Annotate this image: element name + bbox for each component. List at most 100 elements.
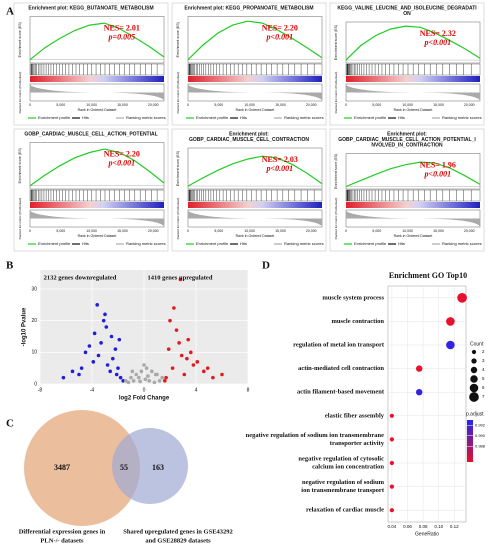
dot xyxy=(389,437,394,442)
venn-label: Shared upregulated genes in GSE43292 xyxy=(123,528,233,535)
gsea-x-tick: 20,000 xyxy=(464,229,475,233)
x-tick-label: 4 xyxy=(195,387,198,393)
es-label: Enrichment score (ES) xyxy=(18,148,22,183)
dot xyxy=(446,317,455,326)
gsea-title: Enrichment plot: xyxy=(387,131,427,137)
hits-frame xyxy=(187,63,323,76)
gsea-title: GOBP_CARDIAC_MUSCLE_CELL_ACTION_POTENTIA… xyxy=(24,131,157,137)
legend-label: Enrichment profile xyxy=(38,241,71,246)
gsea-x-tick: 15,000 xyxy=(275,103,286,107)
es-frame xyxy=(187,147,323,190)
nes: NES= 2.03 xyxy=(262,155,298,164)
metric-label: Ranked list metric (PreRanked) xyxy=(18,72,22,114)
gsea-title: Enrichment plot: KEGG_PROPANOATE_METABOL… xyxy=(184,5,313,11)
es-curve xyxy=(187,20,323,61)
category-label: muscle system process xyxy=(322,294,384,301)
point xyxy=(108,369,112,374)
point xyxy=(186,337,190,342)
category-label: elastic fiber assembly xyxy=(325,412,385,419)
point xyxy=(91,360,96,364)
legend-label: Ranking metric scores xyxy=(126,115,166,120)
legend-label: Hits xyxy=(82,115,89,120)
p-value: p=0.005 xyxy=(108,32,136,41)
hits-frame xyxy=(29,189,165,202)
rank-bar xyxy=(188,76,322,82)
size-legend-label: 5 xyxy=(482,376,485,381)
category-label: ion transmembrane transport xyxy=(301,487,385,494)
point xyxy=(179,353,184,358)
x-axis-label: GeneRatio xyxy=(415,531,439,537)
point xyxy=(147,379,151,383)
point xyxy=(137,375,141,380)
x-tick-label: -8 xyxy=(38,387,43,393)
metric-label: Ranked list metric (PreRanked) xyxy=(334,72,338,114)
y-tick-label: 30 xyxy=(31,286,37,292)
x-tick-label: 0.08 xyxy=(419,524,428,529)
gsea-x-tick: 0 xyxy=(345,103,347,107)
gsea-x-tick: 5,000 xyxy=(56,229,65,233)
es-frame xyxy=(29,142,165,190)
size-legend-dot xyxy=(471,358,477,364)
rank-bar xyxy=(346,76,480,82)
gsea-x-tick: 10,000 xyxy=(402,229,413,233)
gsea-x-tick: 5,000 xyxy=(372,103,381,107)
venn-set xyxy=(24,410,140,526)
x-tick-label: 0 xyxy=(143,387,146,393)
x-tick-label: -4 xyxy=(90,387,95,393)
legend-label: Ranking metric scores xyxy=(442,241,482,246)
es-curve xyxy=(345,161,481,188)
point xyxy=(83,350,88,355)
annotation: 1410 genes upregulated xyxy=(148,274,213,281)
legend-label: Ranking metric scores xyxy=(284,241,324,246)
es-curve xyxy=(29,22,165,61)
point xyxy=(195,360,200,364)
gsea-x-tick: 20,000 xyxy=(306,103,317,107)
panel-label: C xyxy=(6,418,14,430)
rank-bar xyxy=(30,202,164,208)
point xyxy=(139,369,144,374)
point xyxy=(61,375,66,380)
gsea-x-tick: 15,000 xyxy=(117,103,128,107)
point xyxy=(146,374,150,378)
x-tick-label: 0.10 xyxy=(434,524,443,529)
point xyxy=(185,356,189,361)
y-axis-label: -log10 Pvalue xyxy=(22,307,28,346)
gsea-title: ON xyxy=(403,11,411,17)
point xyxy=(152,380,157,385)
gsea-x-tick: 10,000 xyxy=(86,103,97,107)
point xyxy=(172,306,176,310)
gsea-x-tick: 20,000 xyxy=(464,103,475,107)
gsea-x-tick: 15,000 xyxy=(433,229,444,233)
es-curve xyxy=(187,155,323,187)
category-label: negative regulation of sodium xyxy=(302,479,385,486)
venn-label: PLN-/- datasets xyxy=(40,537,84,544)
point xyxy=(121,379,125,383)
gsea-x-tick: 20,000 xyxy=(148,103,159,107)
legend-label: Hits xyxy=(240,241,247,246)
point xyxy=(153,372,158,377)
color-legend-title: p.adjust xyxy=(466,411,484,417)
gsea-x-tick: 20,000 xyxy=(148,229,159,233)
point xyxy=(182,372,187,377)
metric-area xyxy=(188,211,322,226)
legend-label: Enrichment profile xyxy=(196,241,229,246)
size-legend-label: 2 xyxy=(482,349,485,354)
gsea-x-tick: 15,000 xyxy=(433,103,444,107)
gsea-x-tick: 0 xyxy=(187,103,189,107)
p-value: p<0.001 xyxy=(424,38,452,47)
gsea-x-tick: 10,000 xyxy=(244,103,255,107)
gsea-x-label: Rank in Ordered Dataset xyxy=(236,234,275,238)
gsea-x-tick: 20,000 xyxy=(306,229,317,233)
x-tick-label: 0.12 xyxy=(450,524,459,529)
point xyxy=(126,380,131,385)
gsea-x-tick: 10,000 xyxy=(86,229,97,233)
panel-label: D xyxy=(262,260,270,272)
size-legend-label: 7 xyxy=(482,394,485,399)
nes: NES= 2.20 xyxy=(104,149,140,158)
metric-area xyxy=(346,211,480,226)
legend-label: Ranking metric scores xyxy=(126,241,166,246)
es-frame xyxy=(29,16,165,64)
x-tick-label: 0.06 xyxy=(403,524,412,529)
point xyxy=(95,303,99,307)
venn-count: 3487 xyxy=(54,463,70,472)
